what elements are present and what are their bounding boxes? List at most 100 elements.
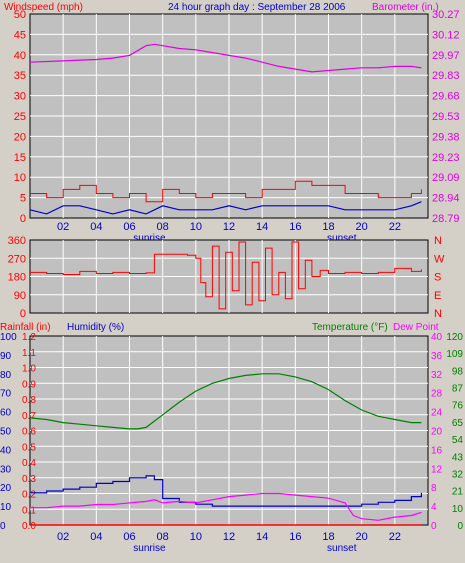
barometer-tick: 29.23	[432, 152, 460, 164]
temperature-f-tick: 65	[452, 418, 464, 429]
sunset-label: sunset	[327, 233, 357, 244]
temperature-f-tick: 76	[452, 401, 464, 412]
windspeed-line	[29, 201, 422, 215]
temperature-c-tick: 4	[431, 502, 437, 513]
direction-tick: 90	[14, 290, 26, 302]
temperature-f-tick: 10	[452, 504, 464, 515]
temperature-f-tick: 43	[452, 452, 464, 463]
barometer-tick: 28.94	[432, 193, 460, 205]
barometer-axis-title: Barometer (in.)	[372, 2, 439, 13]
temperature-c-tick: 8	[431, 483, 437, 494]
temperature-c-tick: 32	[431, 370, 443, 381]
sunset-label: sunset	[327, 543, 357, 554]
x-tick-label: 06	[123, 531, 135, 543]
x-tick-label: 10	[190, 531, 202, 543]
temperature-c-tick: 12	[431, 464, 443, 475]
rainfall-tick: 0.1	[22, 505, 36, 516]
rainfall-tick: 0.7	[22, 411, 36, 422]
x-tick-label: 20	[356, 531, 368, 543]
humidity-tick: 0	[0, 521, 6, 532]
windspeed-tick: 30	[14, 91, 26, 103]
rainfall-tick: 0.4	[22, 458, 36, 469]
x-tick-label: 18	[322, 221, 334, 233]
x-tick-label: 12	[223, 221, 235, 233]
temperature-f-tick: 109	[446, 349, 463, 360]
barometer-tick: 29.09	[432, 172, 460, 184]
chart-title: 24 hour graph day : September 28 2006	[168, 2, 346, 13]
humidity-tick: 80	[0, 370, 12, 381]
barometer-tick: 29.83	[432, 70, 460, 82]
direction-tick: 360	[8, 235, 26, 247]
rainfall-tick: 0.9	[22, 379, 36, 390]
humidity-tick: 10	[0, 502, 12, 513]
rainfall-tick: 1.0	[22, 364, 36, 375]
windspeed-tick: 5	[20, 193, 26, 205]
direction-tick: 0	[20, 308, 26, 320]
x-tick-label: 18	[322, 531, 334, 543]
barometer-tick: 29.68	[432, 91, 460, 103]
windspeed-tick: 15	[14, 152, 26, 164]
x-tick-label: 14	[256, 221, 268, 233]
compass-tick: N	[434, 235, 442, 247]
barometer-line	[29, 43, 422, 73]
dew-point-line	[30, 492, 422, 521]
compass-tick: W	[434, 253, 445, 265]
x-tick-label: 04	[90, 221, 102, 233]
windspeed-axis-title: Windspeed (mph)	[4, 2, 83, 13]
temperature-f-tick: 21	[452, 487, 464, 498]
x-tick-label: 10	[190, 221, 202, 233]
temperature-f-tick: 120	[446, 332, 463, 343]
sunrise-label: sunrise	[133, 543, 166, 554]
humidity-tick: 90	[0, 351, 12, 362]
x-tick-label: 22	[389, 221, 401, 233]
compass-tick: N	[434, 308, 442, 320]
x-tick-label: 04	[90, 531, 102, 543]
compass-tick: E	[434, 290, 441, 302]
windspeed-tick: 35	[14, 70, 26, 82]
x-tick-label: 02	[57, 221, 69, 233]
gust-line	[30, 180, 422, 203]
humidity-axis-title: Humidity (%)	[67, 322, 124, 333]
x-tick-label: 12	[223, 531, 235, 543]
windspeed-tick: 25	[14, 111, 26, 123]
temperature-c-tick: 40	[431, 332, 443, 343]
x-tick-label: 22	[389, 531, 401, 543]
windspeed-tick: 45	[14, 29, 26, 41]
rainfall-tick: 1.2	[22, 332, 36, 343]
rainfall-tick: 0.6	[22, 427, 36, 438]
rainfall-tick: 0.2	[22, 490, 36, 501]
temperature-f-tick: 54	[452, 435, 464, 446]
x-tick-label: 08	[157, 221, 169, 233]
x-tick-label: 02	[57, 531, 69, 543]
barometer-tick: 28.79	[432, 213, 460, 225]
humidity-tick: 20	[0, 483, 12, 494]
humidity-tick: 100	[0, 332, 17, 343]
temperature-f-tick: 98	[452, 366, 464, 377]
windspeed-tick: 10	[14, 172, 26, 184]
rainfall-tick: 0.5	[22, 442, 36, 453]
humidity-tick: 50	[0, 427, 12, 438]
direction-tick: 270	[8, 253, 26, 265]
rainfall-tick: 0.8	[22, 395, 36, 406]
compass-tick: S	[434, 272, 441, 284]
temperature-c-tick: 16	[431, 445, 443, 456]
direction-line	[30, 241, 422, 310]
temperature-c-tick: 24	[431, 408, 443, 419]
rainfall-tick: 1.1	[22, 348, 36, 359]
rainfall-tick: 0.3	[22, 474, 36, 485]
humidity-tick: 40	[0, 445, 12, 456]
temperature-f-tick: 32	[452, 469, 464, 480]
temperature-f-tick: 0	[457, 521, 463, 532]
humidity-tick: 60	[0, 408, 12, 419]
windspeed-tick: 20	[14, 131, 26, 143]
x-tick-label: 16	[289, 531, 301, 543]
windspeed-tick: 50	[14, 9, 26, 21]
humidity-tick: 70	[0, 389, 12, 400]
temperature-c-tick: 36	[431, 351, 443, 362]
x-tick-label: 14	[256, 531, 268, 543]
barometer-tick: 29.53	[432, 111, 460, 123]
x-tick-label: 06	[123, 221, 135, 233]
barometer-tick: 29.38	[432, 131, 460, 143]
direction-tick: 180	[8, 272, 26, 284]
